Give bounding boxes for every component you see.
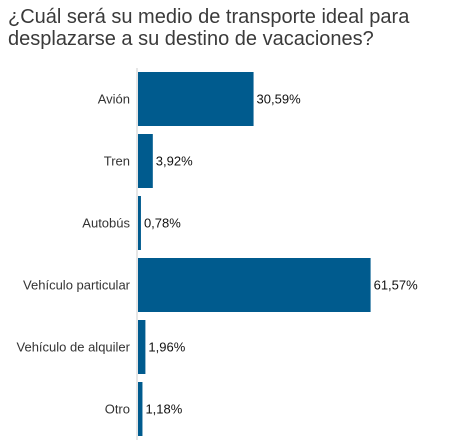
category-label-2: Autobús xyxy=(82,216,130,231)
value-label-4: 1,96% xyxy=(148,340,185,355)
category-label-4: Vehículo de alquiler xyxy=(17,340,131,355)
bar-1 xyxy=(138,134,153,188)
category-label-3: Vehículo particular xyxy=(23,278,131,293)
value-label-2: 0,78% xyxy=(144,216,181,231)
category-label-1: Tren xyxy=(104,154,130,169)
bars-group xyxy=(138,72,371,436)
value-label-5: 1,18% xyxy=(145,402,182,417)
bar-5 xyxy=(138,382,143,436)
bar-3 xyxy=(138,258,371,312)
bar-0 xyxy=(138,72,254,126)
category-label-0: Avión xyxy=(98,92,130,107)
value-labels: 30,59% 3,92% 0,78% 61,57% 1,96% 1,18% xyxy=(144,92,418,417)
value-label-1: 3,92% xyxy=(156,154,193,169)
chart-title: ¿Cuál será su medio de transporte ideal … xyxy=(8,6,410,50)
category-labels: Avión Tren Autobús Vehículo particular Vehíc… xyxy=(17,92,131,417)
category-label-5: Otro xyxy=(105,402,130,417)
value-label-3: 61,57% xyxy=(374,278,419,293)
bar-4 xyxy=(138,320,146,374)
bar-2 xyxy=(138,196,141,250)
value-label-0: 30,59% xyxy=(257,92,302,107)
